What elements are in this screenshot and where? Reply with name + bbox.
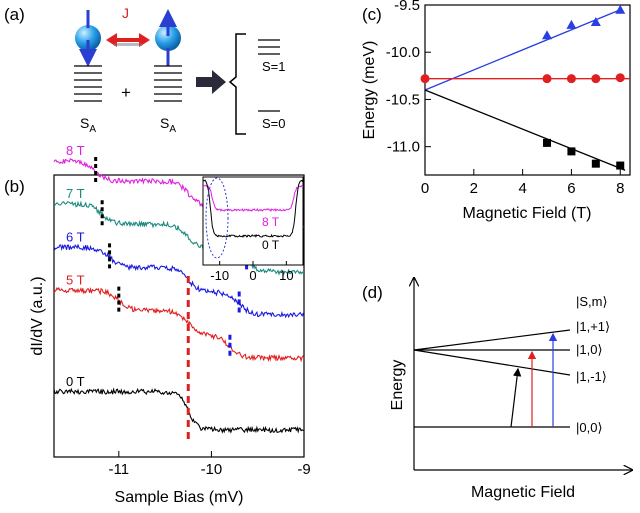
inset-xtick-label-1: 0 bbox=[249, 268, 256, 283]
inset-xtick-label-0: -10 bbox=[210, 268, 229, 283]
point-circles-2 bbox=[566, 74, 576, 84]
trace-6t bbox=[53, 243, 305, 319]
panel-b: (b) -11 -10 -9 0 T 5 T 6 T 7 T 8 T Sample Bias… bbox=[4, 143, 311, 506]
panel-label-b: (b) bbox=[4, 177, 25, 196]
inset-trace-8t bbox=[202, 184, 304, 213]
level-1-plus1 bbox=[413, 329, 571, 351]
inset-trace-0t bbox=[202, 179, 304, 239]
plot-c-points bbox=[420, 4, 626, 170]
ytick-label-c-1: -10.5 bbox=[386, 91, 420, 108]
plot-d-level-labels: |S,m⟩ |1,+1⟩ |1,0⟩ |1,-1⟩ |0,0⟩ bbox=[576, 294, 610, 435]
point-squares-2 bbox=[591, 159, 600, 168]
xtick-label-c-4: 8 bbox=[616, 180, 624, 197]
panel-c: (c) 0 2 4 6 8 -11.0 -10.5 -10.0 -9.5 Magnetic Fi… bbox=[361, 0, 631, 222]
plot-b-xaxis: -11 -10 -9 bbox=[109, 451, 311, 478]
state-upper-label: S=1 bbox=[262, 59, 286, 74]
plot-c-ylabel: Energy (meV) bbox=[361, 41, 378, 140]
transition-arrow-black bbox=[510, 367, 522, 428]
point-circles-4 bbox=[615, 73, 625, 83]
plot-d-ylabel: Energy bbox=[389, 360, 406, 411]
point-circles-3 bbox=[591, 74, 601, 84]
level-label-1-minus1: |1,-1⟩ bbox=[576, 369, 607, 384]
plot-b-series-labels: 0 T 5 T 6 T 7 T 8 T bbox=[66, 143, 85, 389]
series-label-5t: 5 T bbox=[66, 273, 85, 288]
inset-xaxis: -10 0 10 bbox=[210, 261, 294, 283]
plot-c-xlabel: Magnetic Field (T) bbox=[463, 205, 592, 222]
series-label-8t: 8 T bbox=[66, 143, 85, 158]
panel-label-d: (d) bbox=[362, 283, 383, 302]
panel-label-c: (c) bbox=[362, 5, 382, 24]
panel-label-a: (a) bbox=[4, 5, 25, 24]
triplet-levels bbox=[258, 39, 280, 55]
ytick-label-c-0: -11.0 bbox=[387, 139, 420, 156]
trace-7t bbox=[53, 200, 305, 276]
level-label-1-0: |1,0⟩ bbox=[576, 342, 603, 357]
plot-c-frame bbox=[424, 4, 631, 176]
point-triangles-3 bbox=[615, 4, 626, 14]
panel-a: (a) J + bbox=[4, 5, 286, 135]
xtick-label-b-2: -9 bbox=[297, 461, 310, 478]
fit-squares bbox=[424, 89, 626, 171]
spin-right-icon bbox=[155, 9, 181, 66]
xtick-label-c-2: 4 bbox=[518, 180, 526, 197]
ytick-label-c-3: -9.5 bbox=[394, 0, 420, 14]
state-lower-label: S=0 bbox=[262, 116, 286, 131]
result-arrow-icon bbox=[196, 70, 226, 94]
xtick-label-c-0: 0 bbox=[421, 180, 429, 197]
coupling-arrow-icon bbox=[106, 33, 150, 47]
plus-sign: + bbox=[121, 83, 131, 102]
xtick-label-b-0: -11 bbox=[109, 461, 130, 478]
bracket bbox=[228, 33, 246, 135]
levels-right bbox=[154, 65, 182, 102]
inset-b: -10 0 10 8 T 0 T bbox=[202, 176, 304, 283]
spin-left-icon bbox=[75, 10, 101, 67]
point-triangles-2 bbox=[590, 17, 601, 26]
inset-label-8t: 8 T bbox=[262, 215, 280, 229]
point-squares-3 bbox=[616, 161, 625, 170]
plot-d-transitions bbox=[510, 332, 558, 428]
point-squares-0 bbox=[543, 138, 552, 147]
plot-d-levels bbox=[413, 329, 571, 428]
spin-label-left: SA bbox=[80, 115, 96, 135]
trace-0t bbox=[53, 387, 305, 434]
fit-triangles bbox=[424, 9, 621, 91]
series-label-7t: 7 T bbox=[66, 186, 85, 201]
plot-b-ylabel: dI/dV (a.u.) bbox=[29, 276, 46, 355]
plot-c-axes: 0 2 4 6 8 -11.0 -10.5 -10.0 -9.5 bbox=[386, 0, 625, 197]
point-triangles-0 bbox=[542, 30, 553, 40]
point-circles-0 bbox=[420, 74, 430, 84]
plot-b-xlabel: Sample Bias (mV) bbox=[115, 489, 244, 506]
plot-c-fits bbox=[424, 9, 630, 171]
inset-label-0t: 0 T bbox=[262, 238, 280, 252]
level-label-0-0: |0,0⟩ bbox=[576, 420, 603, 435]
coupling-label: J bbox=[122, 5, 129, 21]
inset-highlight-ellipse bbox=[205, 177, 229, 259]
level-label-1-plus1: |1,+1⟩ bbox=[576, 319, 610, 334]
levels-left bbox=[74, 65, 102, 102]
point-triangles-1 bbox=[566, 19, 577, 29]
xtick-label-c-3: 6 bbox=[567, 180, 575, 197]
level-label-header: |S,m⟩ bbox=[576, 294, 608, 309]
point-circles-1 bbox=[542, 74, 552, 84]
spin-label-right: SA bbox=[160, 115, 176, 135]
panel-d: (d) Energy Magnetic Field |S,m⟩ |1,+1⟩ |… bbox=[362, 278, 632, 501]
level-1-minus1 bbox=[413, 349, 571, 376]
series-label-6t: 6 T bbox=[66, 229, 85, 244]
point-squares-1 bbox=[567, 147, 576, 156]
trace-5t bbox=[53, 286, 305, 363]
inset-xtick-label-2: 10 bbox=[279, 268, 293, 283]
xtick-label-b-1: -10 bbox=[201, 461, 223, 478]
inset-frame bbox=[202, 176, 304, 266]
inset-traces bbox=[202, 179, 304, 239]
ytick-label-c-2: -10.0 bbox=[386, 44, 420, 61]
series-label-0t: 0 T bbox=[66, 374, 85, 389]
xtick-label-c-1: 2 bbox=[470, 180, 478, 197]
plot-d-xlabel: Magnetic Field bbox=[471, 484, 575, 501]
